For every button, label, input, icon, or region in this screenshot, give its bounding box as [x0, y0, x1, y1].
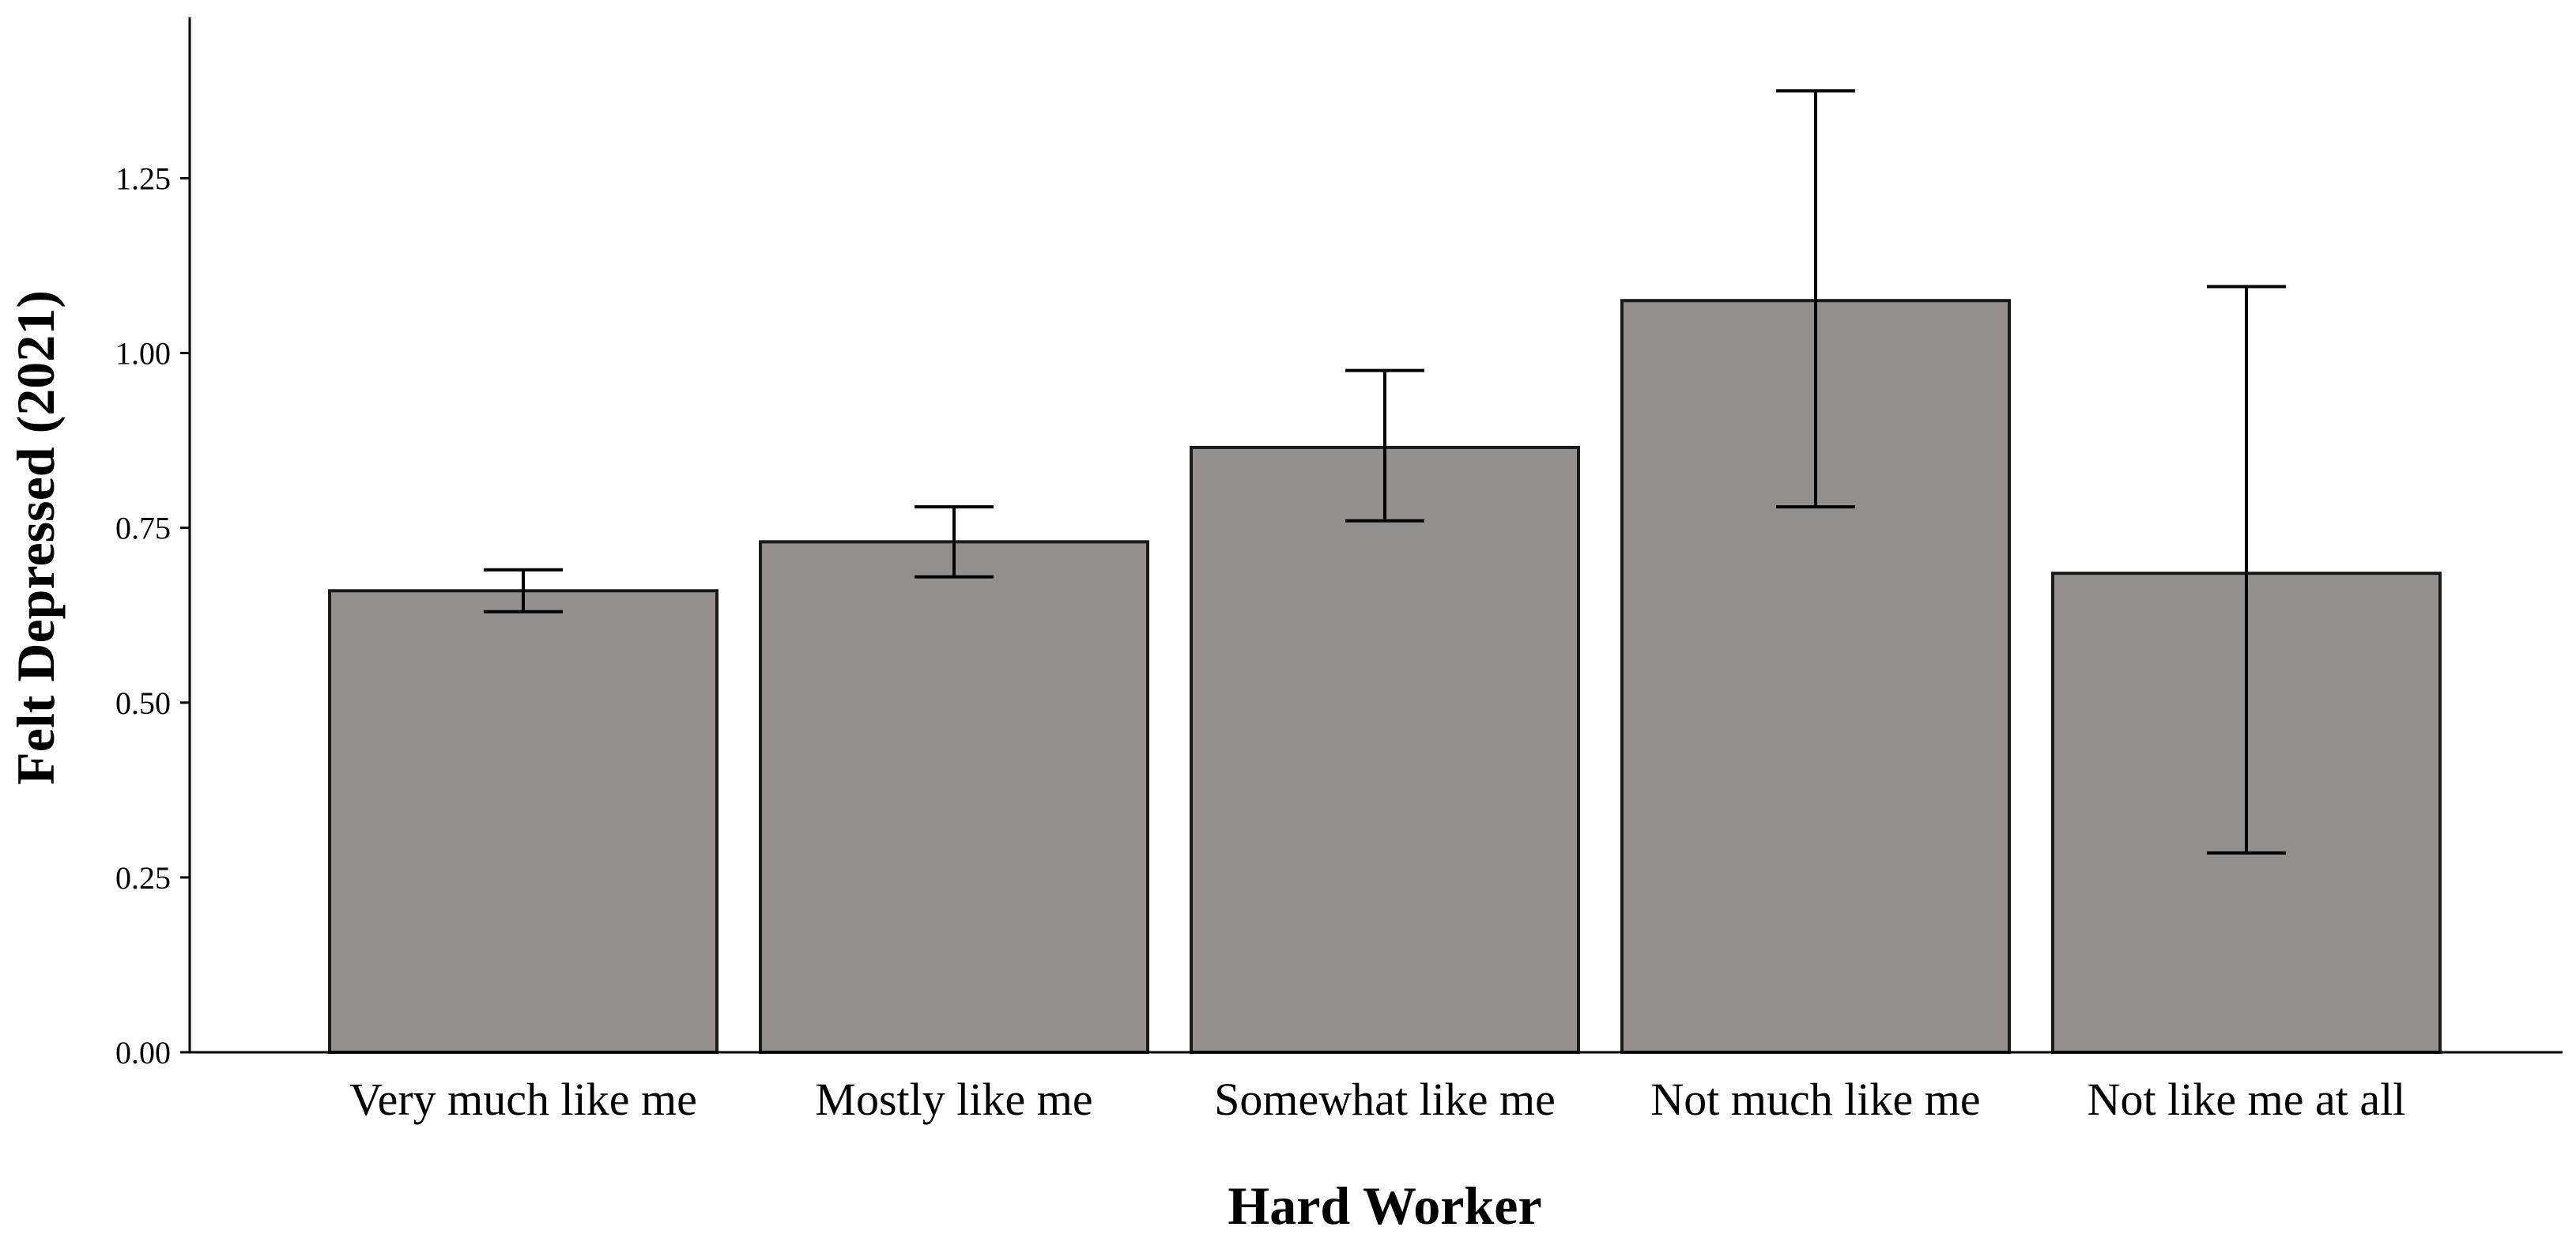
- x-category-label: Not much like me: [1650, 1074, 1980, 1125]
- error-bars-layer: [484, 89, 2286, 855]
- bar: [759, 540, 1149, 1054]
- y-ticks-layer: 0.00 0.25 0.50 0.75 1.00 1.25: [115, 160, 190, 1070]
- y-tick-label: 1.00: [115, 336, 171, 372]
- y-tick-label: 0.00: [115, 1035, 171, 1070]
- x-category-label: Not like me at all: [2088, 1074, 2406, 1125]
- y-tick-label: 0.75: [115, 511, 171, 546]
- y-tick-label: 1.25: [115, 160, 171, 196]
- y-axis-title: Felt Depressed (2021): [6, 290, 66, 785]
- x-category-label: Somewhat like me: [1214, 1074, 1556, 1125]
- x-category-label: Mostly like me: [815, 1074, 1092, 1125]
- x-axis-title: Hard Worker: [1228, 1176, 1541, 1236]
- axes-layer: [188, 17, 2563, 1054]
- x-category-labels: Very much like me Mostly like me Somewhat …: [349, 1074, 2405, 1125]
- x-category-label: Very much like me: [349, 1074, 697, 1125]
- bar: [1190, 445, 1580, 1054]
- y-tick-label: 0.50: [115, 685, 171, 721]
- bar: [328, 589, 718, 1054]
- y-tick-label: 0.25: [115, 860, 171, 896]
